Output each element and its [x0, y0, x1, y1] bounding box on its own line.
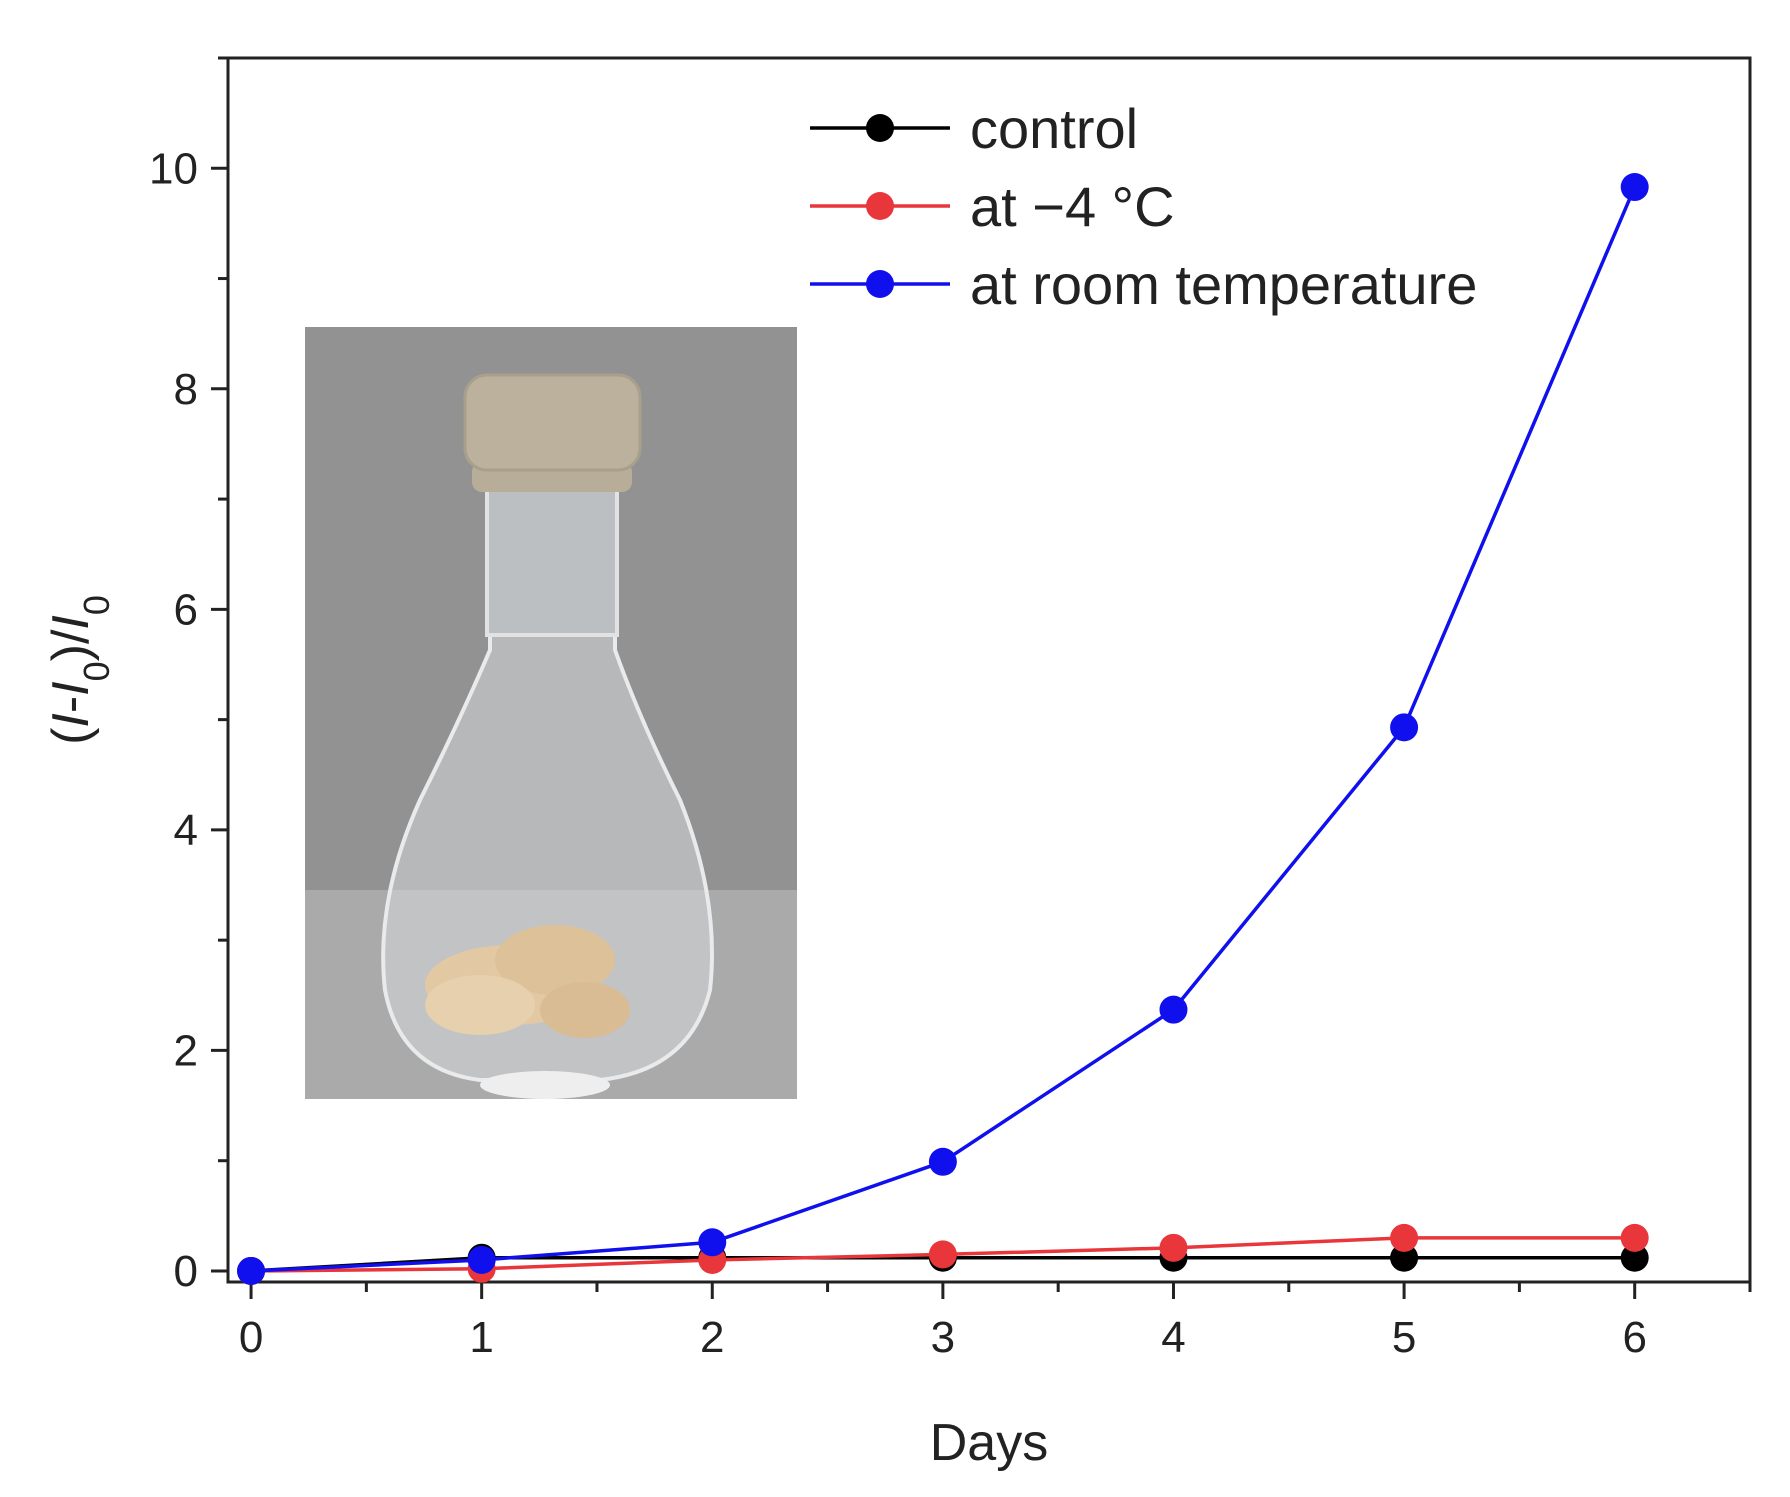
- x-tick-label: 6: [1622, 1313, 1646, 1362]
- y-tick-label: 4: [174, 806, 198, 855]
- legend-marker: [866, 270, 894, 298]
- data-point: [1620, 173, 1649, 202]
- legend-marker: [866, 114, 894, 142]
- y-tick-label: 0: [174, 1247, 198, 1296]
- y-tick-label: 6: [174, 585, 198, 634]
- data-point: [1620, 1223, 1649, 1252]
- chart-legend: control at −4 °C at room temperature: [810, 97, 1477, 316]
- x-tick-label: 2: [700, 1313, 724, 1362]
- inset-photo: [305, 327, 797, 1099]
- data-point: [467, 1245, 496, 1274]
- x-tick-label: 4: [1161, 1313, 1185, 1362]
- x-tick-label: 1: [469, 1313, 493, 1362]
- legend-label: at −4 °C: [970, 175, 1175, 238]
- data-point: [928, 1147, 957, 1176]
- data-point: [237, 1256, 266, 1285]
- data-point: [1390, 713, 1419, 742]
- data-point: [1159, 995, 1188, 1024]
- chart-points: [237, 173, 1649, 1285]
- y-axis-title-part: I: [42, 681, 100, 695]
- y-axis-title-part: 0: [76, 661, 117, 681]
- y-axis-title-part: )/: [42, 629, 100, 661]
- y-axis-title-part: -: [42, 696, 100, 713]
- y-tick-label: 10: [149, 144, 198, 193]
- x-tick-label: 3: [931, 1313, 955, 1362]
- y-axis-title-part: I: [42, 713, 100, 727]
- x-tick-label: 5: [1392, 1313, 1416, 1362]
- x-tick-label: 0: [239, 1313, 263, 1362]
- x-axis-title: Days: [930, 1414, 1048, 1472]
- data-point: [928, 1240, 957, 1269]
- legend-label: control: [970, 97, 1138, 160]
- y-axis-title: (I-I0)/I0: [42, 595, 117, 745]
- y-axis-title-part: I: [42, 615, 100, 629]
- y-tick-label: 8: [174, 365, 198, 414]
- y-axis-title-part: (: [42, 727, 100, 745]
- data-point: [1159, 1233, 1188, 1262]
- data-point: [1390, 1243, 1419, 1272]
- y-tick-label: 2: [174, 1026, 198, 1075]
- data-point: [1620, 1243, 1649, 1272]
- data-point: [1390, 1223, 1419, 1252]
- y-axis-title-part: 0: [76, 595, 117, 615]
- data-point: [698, 1228, 727, 1257]
- legend-label: at room temperature: [970, 253, 1477, 316]
- plot-frame: [226, 56, 1752, 1284]
- legend-marker: [866, 192, 894, 220]
